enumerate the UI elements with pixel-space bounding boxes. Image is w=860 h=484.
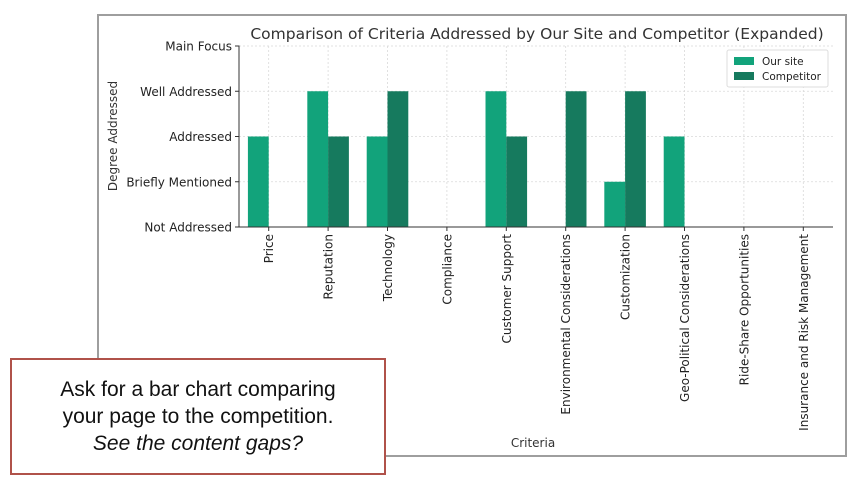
x-tick-label: Environmental Considerations: [559, 234, 573, 415]
y-axis-label: Degree Addressed: [106, 81, 120, 191]
grid: [239, 45, 833, 227]
callout-line-2: your page to the competition.: [62, 405, 334, 428]
x-tick-label: Compliance: [440, 234, 454, 305]
callout-line-1: Ask for a bar chart comparing: [60, 378, 336, 401]
bar-our-site-4: [485, 91, 507, 227]
callout-line-3: See the content gaps?: [92, 432, 304, 455]
legend-swatch-competitor: [734, 72, 754, 80]
x-tick-label: Price: [262, 234, 276, 263]
bar-competitor-2: [387, 91, 409, 227]
bar-our-site-1: [307, 91, 329, 227]
x-tick-label: Customization: [619, 234, 633, 320]
y-tick-label: Well Addressed: [140, 85, 232, 99]
bar-chart: Comparison of Criteria Addressed by Our …: [106, 25, 833, 450]
legend-label-our-site: Our site: [762, 56, 804, 68]
legend-swatch-our-site: [734, 57, 754, 65]
x-tick-label: Reputation: [322, 234, 336, 299]
x-tick-label: Geo-Political Considerations: [678, 234, 692, 402]
chart-title: Comparison of Criteria Addressed by Our …: [250, 25, 823, 43]
y-tick-labels: Not Addressed Briefly Mentioned Addressed W…: [126, 40, 239, 235]
bar-competitor-4: [506, 136, 528, 227]
x-axis-label: Criteria: [511, 436, 555, 450]
callout-box: Ask for a bar chart comparing your page …: [10, 358, 386, 475]
legend: Our site Competitor: [726, 49, 829, 88]
x-tick-label: Insurance and Risk Management: [797, 234, 811, 431]
x-tick-label: Ride-Share Opportunities: [737, 234, 751, 385]
bar-competitor-1: [328, 136, 349, 227]
bar-competitor-5: [565, 91, 587, 227]
bar-our-site-7: [663, 136, 685, 227]
legend-label-competitor: Competitor: [762, 71, 822, 83]
y-tick-label: Not Addressed: [144, 221, 232, 235]
bar-our-site-6: [604, 181, 626, 227]
y-tick-label: Addressed: [169, 130, 232, 144]
bar-competitor-6: [625, 91, 646, 227]
bar-our-site-0: [247, 136, 269, 227]
x-tick-label: Customer Support: [500, 234, 514, 344]
x-tick-labels: Price Reputation Technology Compliance Custo…: [262, 227, 811, 431]
bars: [247, 91, 685, 227]
bar-our-site-2: [366, 136, 388, 227]
y-tick-label: Briefly Mentioned: [126, 175, 232, 189]
y-tick-label: Main Focus: [165, 40, 232, 54]
x-tick-label: Technology: [381, 234, 395, 302]
